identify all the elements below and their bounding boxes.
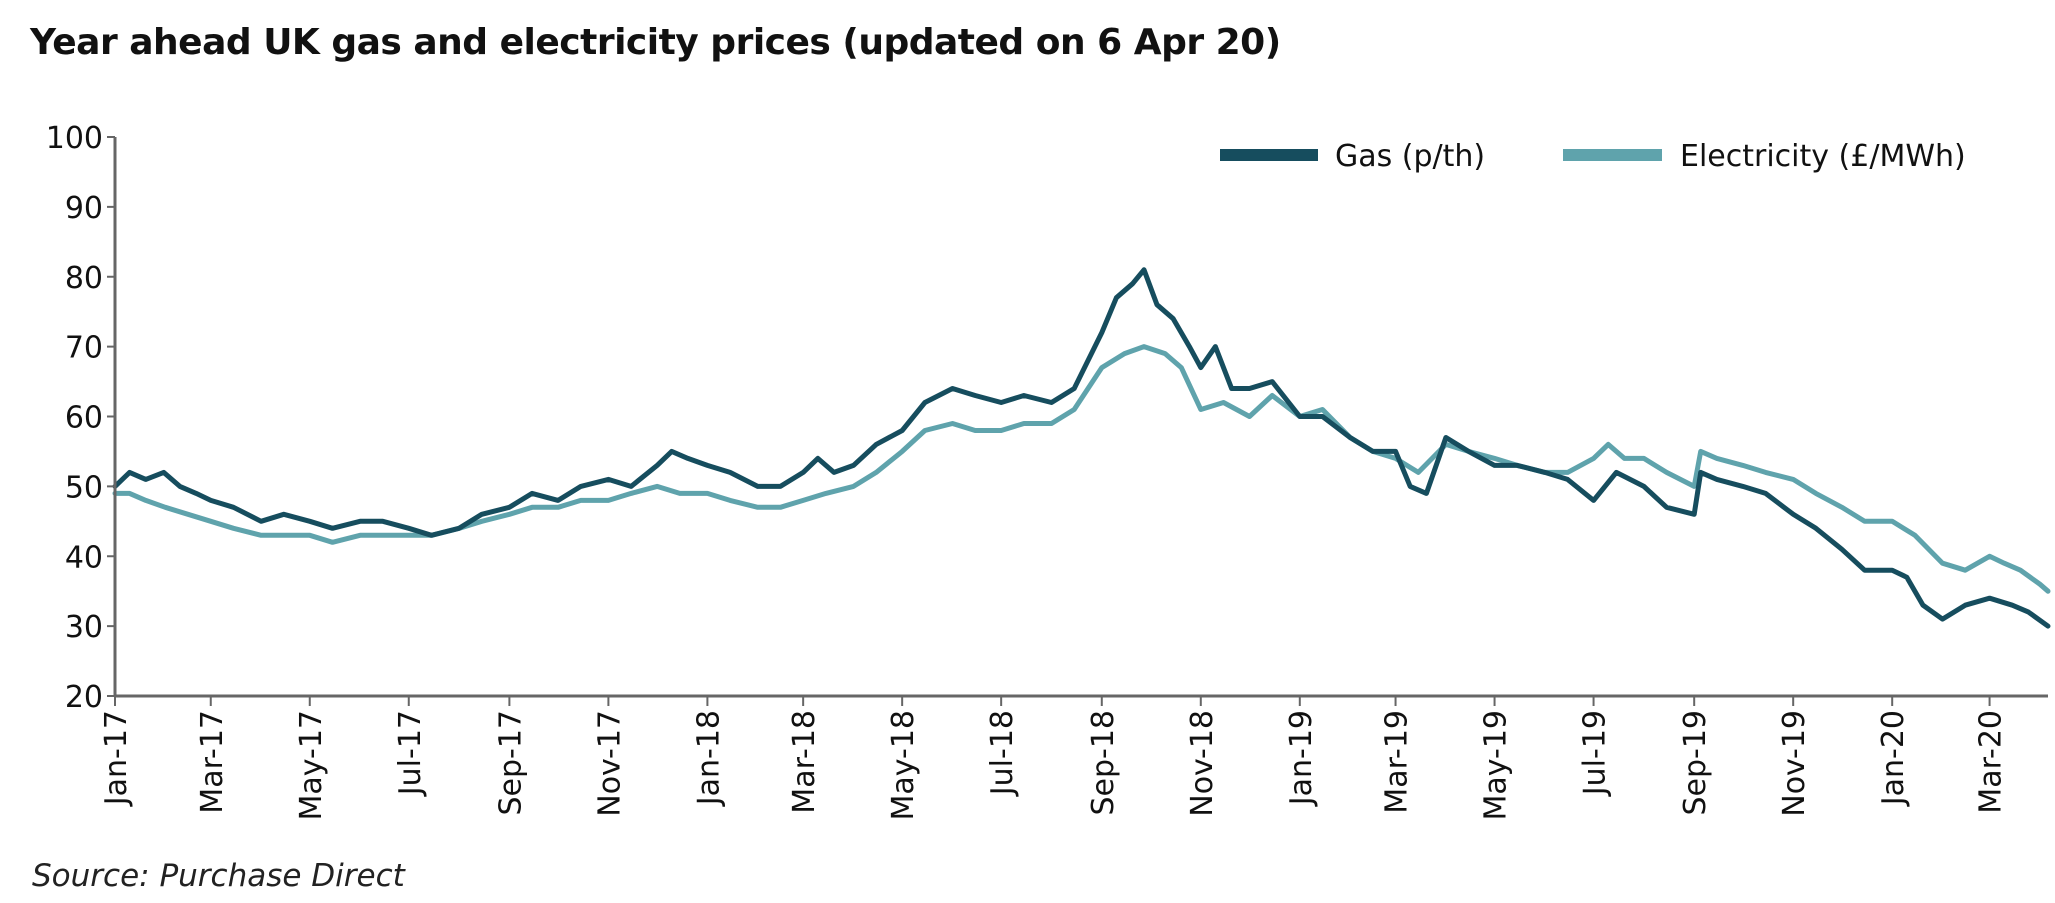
y-axis-ticks: 20 30 40 50 60 70 80 90 100 [46,121,115,715]
y-tick-label: 80 [65,261,103,296]
x-axis-ticks: Jan-17 Mar-17 May-17 Jul-17 Sep-17 Nov-17 Jan-… [99,696,2009,821]
x-tick-label: Mar-18 [787,710,822,814]
source-note: Source: Purchase Direct [32,858,405,894]
x-tick-label: Nov-18 [1185,710,1220,817]
x-tick-label: May-18 [886,710,921,821]
y-tick-label: 50 [65,470,103,505]
x-tick-label: Sep-19 [1678,710,1713,816]
x-tick-label: Sep-18 [1086,710,1121,816]
chart-title: Year ahead UK gas and electricity prices… [30,22,1281,63]
legend: Gas (p/th) Electricity (£/MWh) [1220,139,1966,174]
legend-label-electricity: Electricity (£/MWh) [1680,139,1966,174]
series-layer [112,267,2051,629]
x-tick-label: Jul-18 [985,710,1020,797]
y-tick-label: 40 [65,540,103,575]
x-tick-label: Mar-20 [1974,710,2009,814]
x-tick-label: Nov-19 [1777,710,1812,817]
x-tick-label: Jul-17 [393,710,428,797]
x-tick-label: Mar-17 [195,710,230,814]
x-tick-label: Nov-17 [592,710,627,817]
x-tick-label: Jul-19 [1578,710,1613,797]
axes [113,137,2048,698]
y-tick-label: 20 [65,680,103,715]
y-tick-label: 30 [65,610,103,645]
series-line-electricity [112,344,2051,594]
y-tick-label: 60 [65,401,103,436]
x-tick-label: Sep-17 [493,710,528,816]
x-tick-label: Jan-20 [1876,710,1911,807]
x-tick-label: Mar-19 [1380,710,1415,814]
y-tick-label: 100 [46,121,103,156]
x-tick-label: May-17 [294,710,329,821]
x-tick-label: Jan-19 [1284,710,1319,807]
series-line-gas [112,267,2051,629]
x-tick-label: May-19 [1479,710,1514,821]
legend-label-gas: Gas (p/th) [1335,139,1485,174]
y-tick-label: 90 [65,191,103,226]
y-tick-label: 70 [65,331,103,366]
x-tick-label: Jan-17 [99,710,134,807]
x-tick-label: Jan-18 [691,710,726,807]
